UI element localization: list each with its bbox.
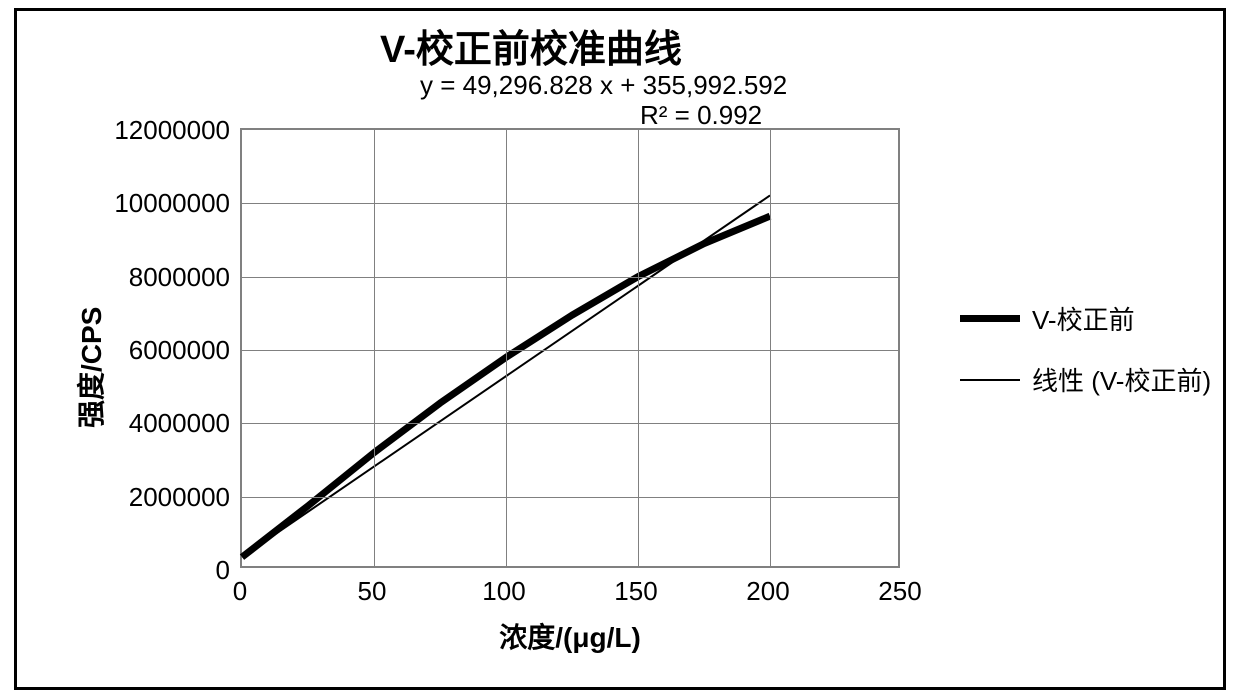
grid-line-h (242, 497, 898, 498)
x-tick-label: 200 (746, 576, 789, 607)
trendline-equation: y = 49,296.828 x + 355,992.592 (420, 70, 787, 101)
grid-line-h (242, 350, 898, 351)
y-tick-label: 12000000 (114, 115, 230, 146)
grid-line-v (638, 130, 639, 566)
grid-line-v (506, 130, 507, 566)
chart-title: V-校正前校准曲线 (380, 18, 682, 73)
plot-area (240, 128, 900, 568)
x-tick-label: 0 (233, 576, 247, 607)
grid-line-h (242, 423, 898, 424)
grid-line-v (770, 130, 771, 566)
grid-line-v (374, 130, 375, 566)
legend-item: V-校正前 (960, 300, 1211, 337)
x-tick-label: 50 (358, 576, 387, 607)
y-tick-label: 0 (216, 555, 230, 586)
y-tick-label: 10000000 (114, 188, 230, 219)
legend-label: V-校正前 (1032, 300, 1135, 337)
x-tick-label: 150 (614, 576, 657, 607)
x-tick-label: 100 (482, 576, 525, 607)
y-tick-label: 2000000 (129, 482, 230, 513)
x-axis-title: 浓度/(μg/L) (499, 616, 641, 656)
legend-label: 线性 (V-校正前) (1032, 361, 1211, 398)
legend-item: 线性 (V-校正前) (960, 361, 1211, 398)
y-tick-label: 6000000 (129, 335, 230, 366)
legend-line (960, 379, 1020, 381)
x-tick-label: 250 (878, 576, 921, 607)
trendline-r2: R² = 0.992 (640, 100, 762, 131)
grid-line-h (242, 277, 898, 278)
y-tick-label: 4000000 (129, 408, 230, 439)
y-tick-label: 8000000 (129, 262, 230, 293)
y-axis-title: 强度/CPS (70, 307, 110, 428)
grid-line-h (242, 203, 898, 204)
legend-line (960, 315, 1020, 322)
legend: V-校正前线性 (V-校正前) (960, 300, 1211, 422)
